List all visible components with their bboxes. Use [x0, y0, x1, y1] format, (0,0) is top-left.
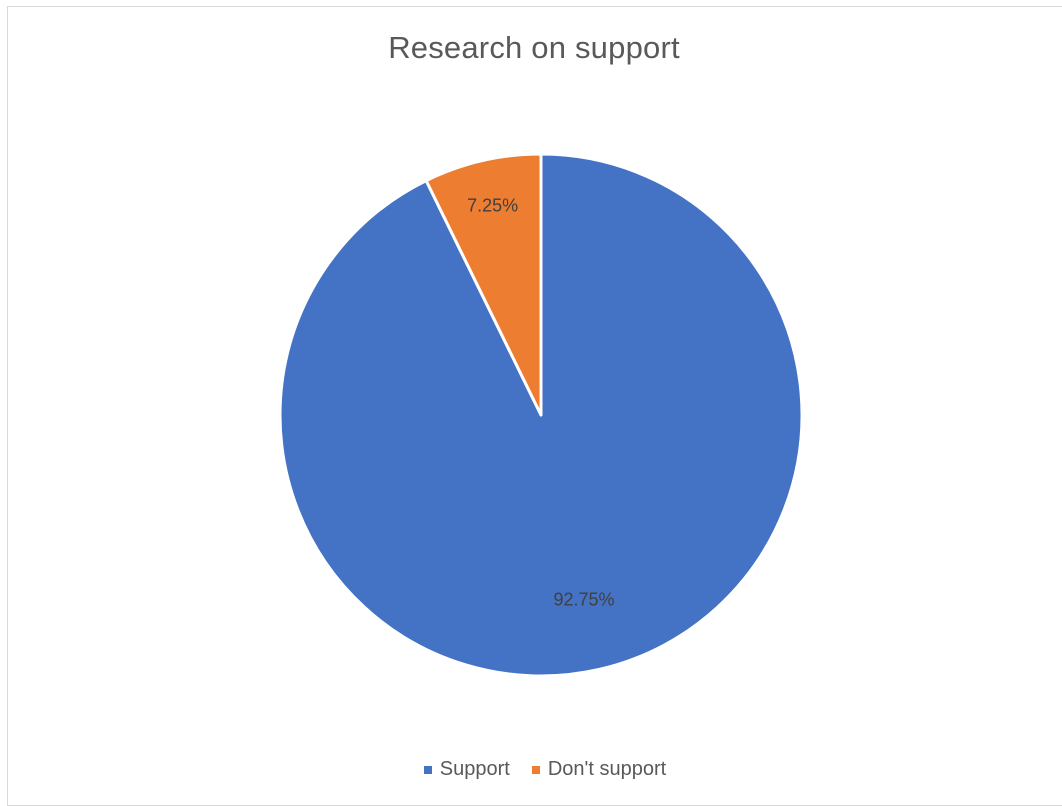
legend: Support Don't support — [0, 758, 1062, 781]
chart-title: Research on support — [388, 30, 680, 65]
legend-label-support: Support — [439, 758, 510, 780]
legend-item-dont-support: Don't support — [531, 758, 667, 781]
legend-item-support: Support — [423, 758, 510, 781]
data-label-dont-support: 7.25% — [467, 195, 518, 215]
legend-label-dont-support: Don't support — [547, 758, 667, 780]
legend-swatch-dont-support — [531, 765, 540, 774]
data-label-support: 92.75% — [553, 589, 614, 609]
legend-swatch-support — [423, 765, 432, 774]
pie-slice-dont-support — [424, 152, 543, 417]
